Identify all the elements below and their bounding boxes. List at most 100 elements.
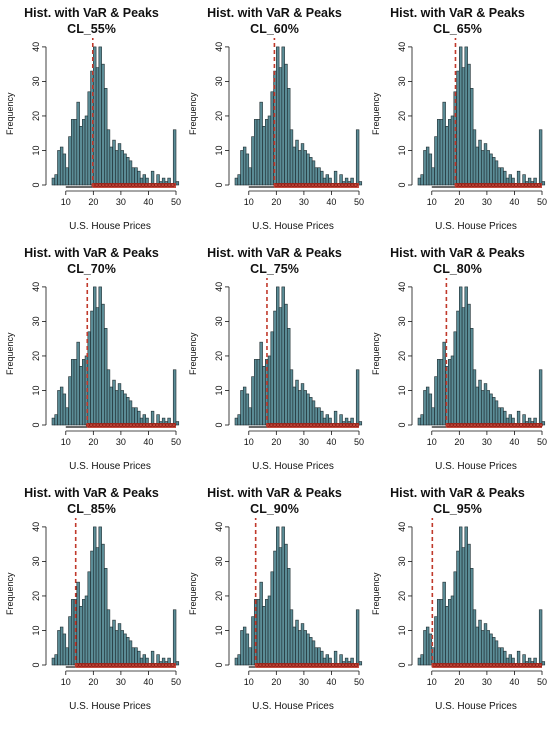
y-tick-label: 10 [397,385,407,395]
histogram-bar [137,650,141,666]
y-tick-label: 10 [397,625,407,635]
histogram-bar [248,167,252,186]
histogram-bar [538,609,543,666]
histogram-bar [104,568,108,666]
histogram-bar [262,126,266,186]
histogram-bar [472,609,477,666]
histogram-bar [470,88,474,186]
histogram-bar [311,160,316,186]
histogram-bar [500,167,504,186]
histogram-bar [150,410,155,426]
x-tick-label: 40 [326,677,336,687]
histogram-bar [270,331,274,426]
y-tick-label: 20 [397,351,407,361]
y-tick-label: 10 [397,145,407,155]
histogram-bar [442,341,446,426]
histogram-bar [57,150,61,186]
histogram-bar [62,633,67,666]
histogram-bar [82,359,86,426]
histogram-bar [82,119,86,186]
histogram-bar [475,626,479,666]
x-tick-label: 50 [171,677,181,687]
histogram-bar [73,119,78,186]
histogram-bar [256,359,261,426]
x-tick-label: 30 [482,677,492,687]
histogram-bar [489,393,493,426]
histogram-bar [481,630,485,666]
histogram-bar [70,119,75,186]
histogram-bar [303,390,307,426]
y-tick-label: 10 [31,145,41,155]
x-tick-label: 20 [454,677,464,687]
histogram-bar [115,630,119,666]
histogram-bar [137,170,141,186]
histogram-bar [251,616,255,666]
x-tick-label: 20 [454,437,464,447]
histogram-bar [289,369,294,426]
histogram-panel: Hist. with VaR & Peaks CL_95% Frequency U.S… [366,480,549,725]
x-tick-label: 40 [143,437,153,447]
x-axis-label: U.S. House Prices [435,701,517,712]
y-tick-label: 20 [31,111,41,121]
panel-subtitle: CL_60% [250,22,299,36]
histogram-bar [298,390,302,426]
histogram-bar [431,167,435,186]
x-tick-label: 30 [299,677,309,687]
histogram-bar [112,619,116,666]
histogram-bar [503,410,507,426]
histogram-bar [76,341,80,426]
histogram-bar [420,174,424,186]
histogram-bar [306,393,310,426]
histogram-bar [423,150,427,186]
histogram-bar [270,571,274,666]
histogram-bar [450,355,455,426]
histogram-bar [76,101,80,186]
histogram-bar [106,369,111,426]
y-tick-label: 30 [397,316,407,326]
x-tick-label: 50 [537,197,547,207]
y-tick-label: 30 [397,76,407,86]
x-tick-label: 40 [509,677,519,687]
histogram-bar [281,286,285,426]
y-tick-label: 20 [214,111,224,121]
histogram-bar [464,46,468,186]
histogram-bar [456,310,460,426]
histogram-bar [70,599,75,666]
histogram-bar [439,599,444,666]
x-tick-label: 10 [427,197,437,207]
histogram-bar [470,568,474,666]
histogram-bar [242,386,247,426]
histogram-bar [95,307,100,426]
histogram-bar [445,126,449,186]
histogram-bar [270,91,274,186]
peaks-band [446,423,542,428]
histogram-bar [123,153,127,186]
histogram-bar [314,407,318,426]
histogram-bar [68,136,72,186]
histogram-bar [489,153,493,186]
peak-marker [170,663,175,667]
panel-subtitle: CL_75% [250,262,299,276]
x-axis-label: U.S. House Prices [252,461,334,472]
histogram-bar [134,407,138,426]
histogram-bar [104,328,108,426]
y-tick-label: 0 [397,422,407,427]
peaks-band [455,183,542,188]
histogram-bar [109,146,113,186]
x-tick-label: 50 [171,437,181,447]
histogram-bar [240,630,244,666]
histogram-bar [265,599,269,666]
histogram-bar [309,397,313,426]
histogram-bar [117,623,122,666]
histogram-bar [87,571,91,666]
histogram-bar [300,623,305,666]
x-tick-label: 40 [143,197,153,207]
histogram-bar [57,390,61,426]
histogram-bar [478,139,482,186]
histogram-bar [503,170,507,186]
x-axis-label: U.S. House Prices [252,701,334,712]
histogram-bar [278,67,283,186]
histogram-bar [494,160,499,186]
y-tick-label: 20 [214,591,224,601]
x-tick-label: 10 [61,677,71,687]
